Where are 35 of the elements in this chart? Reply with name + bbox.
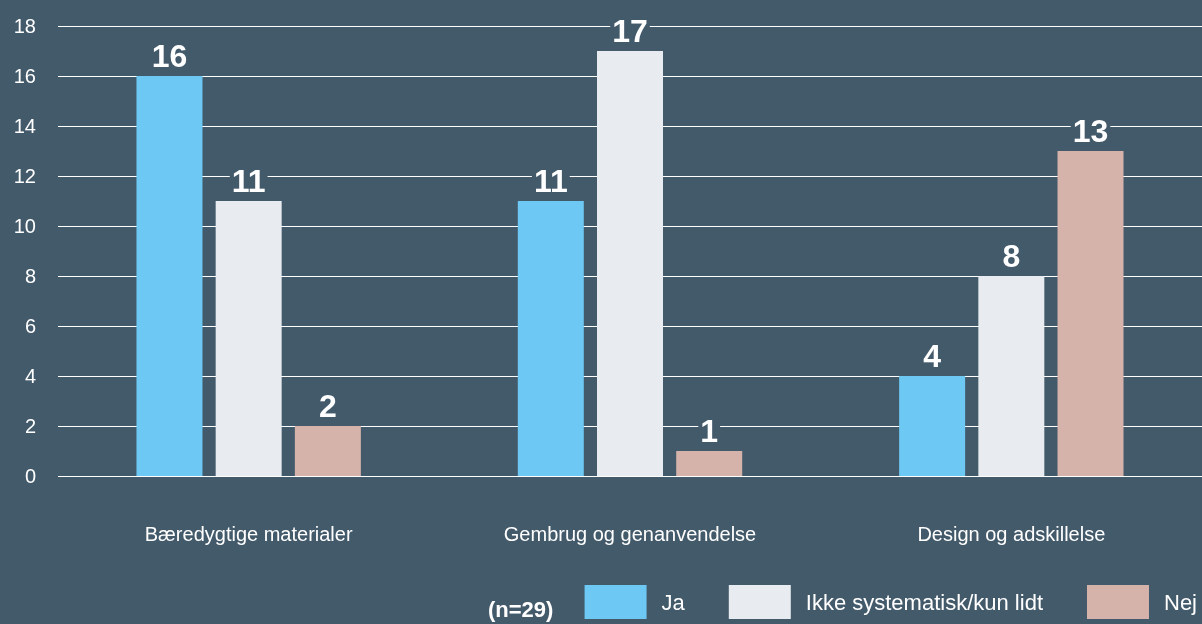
y-tick-label: 14 xyxy=(13,115,36,137)
y-tick-label: 12 xyxy=(13,165,36,187)
y-tick-label: 0 xyxy=(24,465,36,487)
bar xyxy=(597,51,663,476)
bar xyxy=(676,451,743,476)
data-label: 2 xyxy=(318,388,337,424)
y-tick-label: 2 xyxy=(24,415,36,437)
x-tick-label: Gembrug og genanvendelse xyxy=(503,523,757,545)
legend-label: Ikke systematisk/kun lidt xyxy=(805,589,1043,615)
legend-label: Nej xyxy=(1163,589,1197,615)
y-tick-label: 16 xyxy=(13,65,36,87)
data-label: 1 xyxy=(700,413,719,449)
bar xyxy=(136,76,203,476)
data-label: 13 xyxy=(1072,113,1109,149)
bar xyxy=(517,201,584,476)
bar xyxy=(215,201,282,476)
y-tick-label: 6 xyxy=(24,315,36,337)
y-tick-label: 18 xyxy=(13,15,36,37)
data-label: 4 xyxy=(923,338,942,374)
y-tick-label: 4 xyxy=(24,365,36,387)
text: (n=29) xyxy=(488,596,554,622)
y-tick-label: 8 xyxy=(24,265,36,287)
data-label: 11 xyxy=(231,163,266,199)
data-label: 16 xyxy=(151,38,188,74)
legend-label: Ja xyxy=(661,589,686,615)
x-tick-label: Design og adskillelse xyxy=(917,523,1106,545)
bar xyxy=(1057,151,1124,476)
bar xyxy=(294,426,361,476)
data-label: 11 xyxy=(533,163,568,199)
x-tick-label: Bæredygtige materialer xyxy=(144,523,353,545)
data-label: 8 xyxy=(1002,238,1021,274)
y-tick-label: 10 xyxy=(13,215,36,237)
bar xyxy=(899,376,966,476)
bar xyxy=(978,276,1045,476)
data-label: 17 xyxy=(612,13,648,49)
